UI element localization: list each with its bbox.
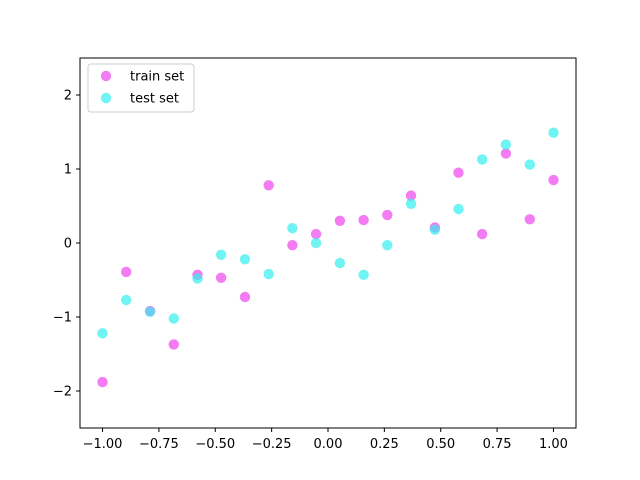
y-tick-label: 2 xyxy=(64,89,72,104)
x-tick-label: 0.50 xyxy=(426,437,455,452)
data-point-test xyxy=(121,294,132,306)
x-tick-label: −1.00 xyxy=(83,437,123,452)
data-point-test xyxy=(168,313,179,324)
data-point-train xyxy=(310,228,322,240)
x-tick-label: 0.75 xyxy=(483,437,512,452)
data-point-train xyxy=(453,167,464,178)
x-tick-label: 1.00 xyxy=(539,437,568,452)
data-point-test xyxy=(500,139,512,150)
legend: train set test set xyxy=(87,63,195,113)
data-point-test xyxy=(287,223,298,234)
legend-label-train: train set xyxy=(130,70,184,85)
data-point-test xyxy=(97,328,108,339)
data-point-train xyxy=(263,180,274,191)
x-tick-label: −0.25 xyxy=(252,437,292,452)
data-point-test xyxy=(477,154,488,165)
legend-label-test: test set xyxy=(130,92,179,107)
x-tick-label: 0.25 xyxy=(370,437,399,452)
data-point-test xyxy=(405,198,417,209)
data-point-train xyxy=(524,214,535,225)
legend-marker-train xyxy=(100,70,112,82)
data-point-train xyxy=(97,376,108,388)
data-point-test xyxy=(263,268,274,280)
legend-box xyxy=(87,63,195,113)
x-axis: −1.00 −0.75 −0.50 −0.25 0.00 0.25 0.50 0.75 1.00 xyxy=(83,428,568,452)
data-point-test xyxy=(239,254,251,265)
y-tick-label: 1 xyxy=(64,163,72,178)
data-point-test xyxy=(358,269,369,280)
data-point-train xyxy=(405,190,417,201)
data-point-train xyxy=(477,228,488,240)
x-tick-label: 0.00 xyxy=(314,437,343,452)
data-point-train xyxy=(548,174,559,186)
y-tick-label: 0 xyxy=(64,237,72,252)
data-point-train xyxy=(287,240,298,251)
legend-marker-test xyxy=(100,92,112,104)
data-point-test xyxy=(334,257,346,269)
data-point-test xyxy=(382,240,393,251)
data-point-test xyxy=(192,273,203,284)
y-axis: −2 −1 0 1 2 xyxy=(53,89,80,400)
x-tick-label: −0.75 xyxy=(139,437,179,452)
data-point-train xyxy=(168,339,179,350)
data-point-train xyxy=(334,215,346,226)
data-point-test xyxy=(144,306,156,317)
y-tick-label: −1 xyxy=(53,311,72,326)
data-point-test xyxy=(310,237,322,249)
data-point-test xyxy=(429,224,441,235)
data-point-train xyxy=(358,214,369,226)
y-tick-label: −2 xyxy=(53,385,72,400)
data-point-train xyxy=(500,148,512,159)
x-tick-label: −0.50 xyxy=(195,437,235,452)
data-point-train xyxy=(121,266,132,278)
data-point-train xyxy=(215,272,227,283)
data-point-train xyxy=(382,209,393,221)
data-points xyxy=(97,127,559,388)
data-point-train xyxy=(239,291,251,303)
data-point-test xyxy=(215,249,227,260)
data-point-test xyxy=(548,127,559,138)
data-point-test xyxy=(524,159,535,170)
data-point-test xyxy=(453,203,464,215)
